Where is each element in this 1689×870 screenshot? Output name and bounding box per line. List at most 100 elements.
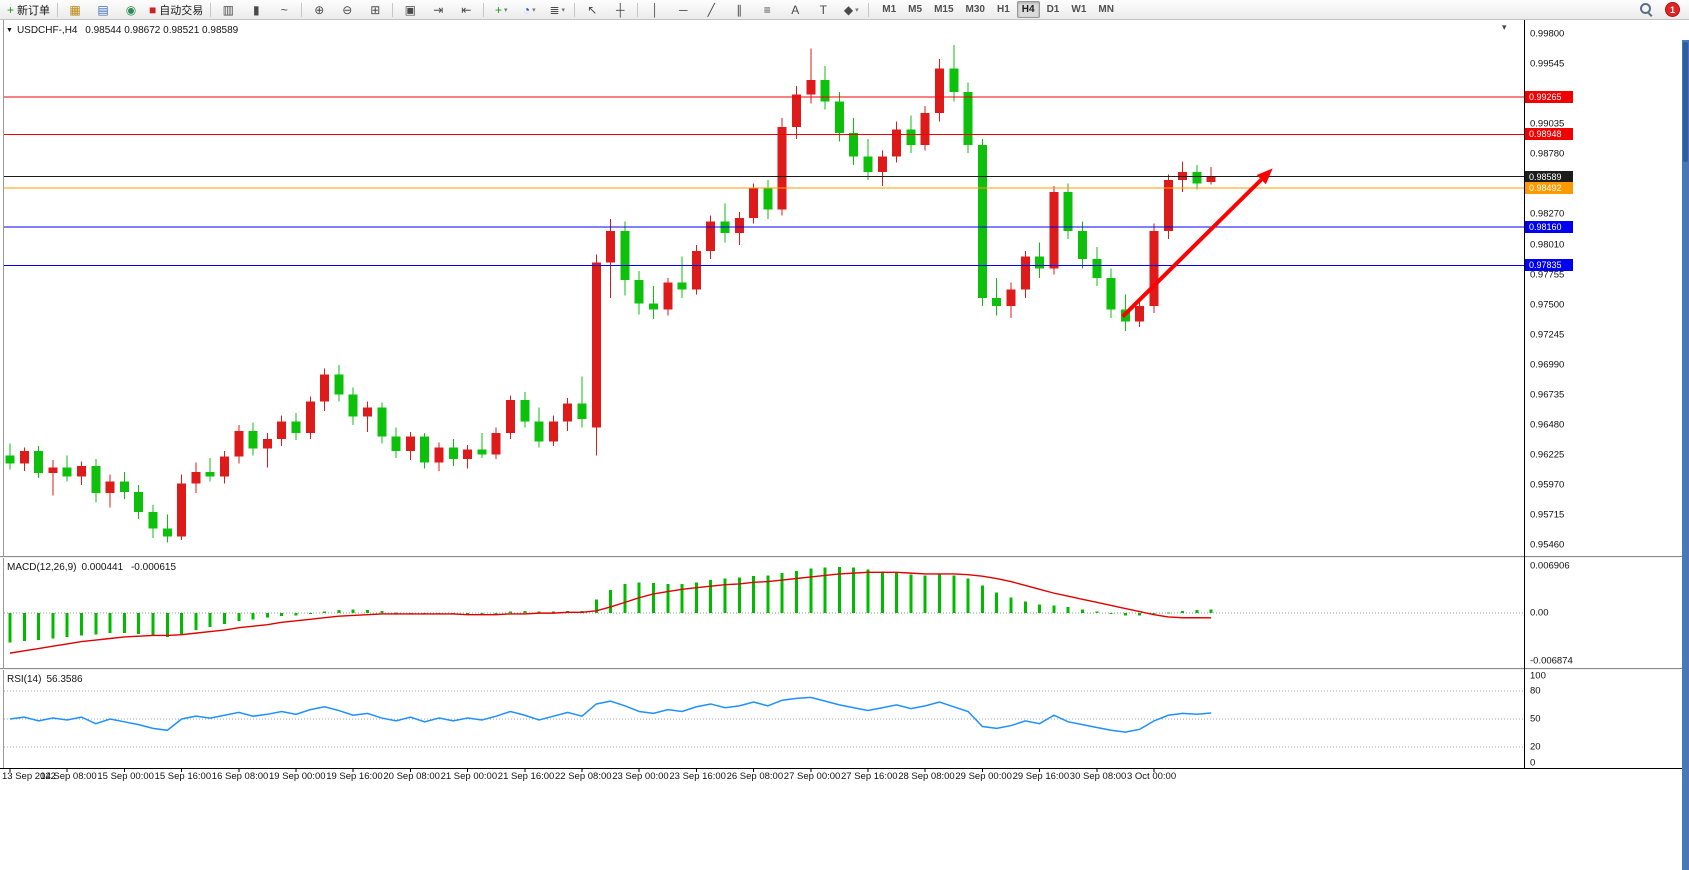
- timeframe-h4-button[interactable]: H4: [1016, 1, 1040, 18]
- trendline-button[interactable]: ╱: [698, 0, 724, 20]
- label-button[interactable]: T: [810, 0, 836, 20]
- toolbar-separator: [574, 2, 576, 17]
- candle: [863, 156, 873, 172]
- bar-chart-button[interactable]: ▥: [215, 0, 241, 20]
- chart-shift-button[interactable]: ⇤: [453, 0, 479, 20]
- arrange-windows-button[interactable]: ▣: [397, 0, 423, 20]
- candle: [291, 421, 301, 434]
- macd-histogram-bar: [22, 613, 26, 641]
- candle: [220, 456, 229, 477]
- notification-badge[interactable]: 1: [1665, 2, 1680, 17]
- macd-histogram-bar: [1081, 609, 1084, 614]
- macd-histogram-bar: [80, 613, 83, 636]
- timeframe-w1-button[interactable]: W1: [1071, 4, 1087, 15]
- indicators-button[interactable]: ≣ ▾: [544, 0, 570, 20]
- time-axis-label: 15 Sep 16:00: [154, 771, 212, 782]
- candlestick-chart-button[interactable]: ▮: [243, 0, 269, 20]
- timeframe-mn-button[interactable]: MN: [1098, 4, 1114, 15]
- toolbar-right: 1: [1639, 2, 1686, 17]
- crosshair-button[interactable]: ┼: [607, 0, 633, 20]
- tile-windows-button[interactable]: ⊞: [362, 0, 388, 20]
- candle: [1063, 191, 1073, 231]
- timeframe-d1-button[interactable]: D1: [1046, 4, 1060, 15]
- trend-arrow[interactable]: [1121, 178, 1263, 319]
- price-line-tag[interactable]: 0.98492: [1525, 182, 1573, 195]
- macd-histogram-bar: [1166, 612, 1170, 614]
- time-axis-label: 29 Sep 00:00: [955, 771, 1012, 782]
- candle: [491, 433, 501, 455]
- vertical-line-icon: │: [651, 2, 660, 17]
- cursor-button[interactable]: ↖: [579, 0, 605, 20]
- arrows-icon: ◆: [843, 2, 854, 17]
- timeframe-m30-button[interactable]: M30: [965, 4, 985, 15]
- rsi-axis-label: 100: [1530, 670, 1546, 682]
- price-line-tag[interactable]: 0.98160: [1525, 221, 1573, 234]
- macd-histogram-bar: [1195, 610, 1199, 614]
- macd-histogram-bar: [380, 610, 384, 614]
- timeframe-m5-button[interactable]: M5: [908, 4, 923, 15]
- candle: [77, 466, 86, 477]
- zoom-in-button[interactable]: ⊕: [306, 0, 332, 20]
- macd-histogram-bar: [909, 574, 913, 614]
- macd-histogram-bar: [65, 613, 69, 637]
- price-axis-label: 0.95970: [1530, 479, 1565, 491]
- macd-histogram-bar: [809, 568, 813, 614]
- candle: [949, 68, 959, 92]
- candle: [191, 471, 201, 484]
- toolbar: + 新订单 ▦ ▤ ◉ ■ 自动交易 ▥ ▮ ~ ⊕ ⊖ ⊞ ▣ ⇥ ⇤ + ▾ ◔ ▾ ≣ ▾ ↖ ┼ │ ─ ╱ ∥ ≡ A T ◆ ▾ M…: [0, 0, 1689, 20]
- toolbar-separator: [210, 2, 212, 17]
- toolbar-separator: [301, 2, 303, 17]
- one-click-trading-toggle-icon[interactable]: ▼: [6, 27, 13, 34]
- time-axis-label: 26 Sep 08:00: [726, 771, 784, 782]
- candle: [248, 430, 258, 449]
- candle: [849, 133, 859, 157]
- arrows-button[interactable]: ◆ ▾: [838, 0, 864, 20]
- navigator-button[interactable]: ◉: [118, 0, 144, 20]
- price-axis-label: 0.96735: [1530, 389, 1565, 401]
- timeframe-m1-button[interactable]: M1: [882, 4, 897, 15]
- rsi-pane-title: RSI(14) 56.3586: [7, 674, 88, 685]
- candle: [1192, 171, 1202, 184]
- price-line-tag[interactable]: 0.98948: [1525, 128, 1573, 141]
- horizontal-line-button[interactable]: ─: [670, 0, 696, 20]
- new-order-button[interactable]: + 新订单: [4, 0, 53, 20]
- vertical-line-button[interactable]: │: [642, 0, 668, 20]
- price-axis-label: 0.95460: [1530, 539, 1565, 551]
- line-chart-button[interactable]: ~: [271, 0, 297, 20]
- candle: [906, 129, 916, 145]
- symbol-period-label: USDCHF-,H4: [16, 25, 78, 36]
- auto-scroll-button[interactable]: ⇥: [425, 0, 451, 20]
- search-icon[interactable]: [1639, 2, 1654, 17]
- macd-pane-title: MACD(12,26,9) 0.000441 -0.000615: [7, 562, 181, 573]
- candle: [534, 421, 544, 442]
- time-axis-label: 20 Sep 08:00: [383, 771, 440, 782]
- toolbar-separator: [483, 2, 485, 17]
- vertical-scrollbar[interactable]: [1682, 40, 1689, 870]
- macd-histogram-bar: [723, 578, 727, 614]
- candle: [305, 401, 315, 434]
- autotrading-button[interactable]: ■ 自动交易: [146, 0, 206, 20]
- candle: [677, 282, 687, 290]
- quotes-button[interactable]: ▤: [90, 0, 116, 20]
- new-chart-button[interactable]: + ▾: [488, 0, 514, 20]
- price-line-tag[interactable]: 0.97835: [1525, 259, 1573, 272]
- chart-canvas[interactable]: [0, 20, 1689, 850]
- chart-window[interactable]: ▼ USDCHF-,H4 0.98544 0.98672 0.98521 0.98…: [0, 20, 1689, 870]
- charts-window-button[interactable]: ▦: [62, 0, 88, 20]
- price-axis-label: 0.95715: [1530, 509, 1565, 521]
- fibonacci-button[interactable]: ≡: [754, 0, 780, 20]
- time-axis-label: 27 Sep 00:00: [783, 771, 841, 782]
- chart-shift-marker-icon[interactable]: ▾: [1502, 22, 1507, 32]
- timeframe-h1-button[interactable]: H1: [996, 4, 1010, 15]
- zoom-out-button[interactable]: ⊖: [334, 0, 360, 20]
- macd-histogram-bar: [1152, 613, 1156, 615]
- periods-button[interactable]: ◔ ▾: [516, 0, 542, 20]
- macd-histogram-bar: [938, 574, 941, 614]
- price-line-tag[interactable]: 0.98589: [1525, 170, 1573, 183]
- scrollbar-thumb[interactable]: [1683, 42, 1688, 162]
- price-line-tag[interactable]: 0.99265: [1525, 91, 1573, 104]
- new-order-icon: +: [7, 2, 15, 17]
- timeframe-m15-button[interactable]: M15: [934, 4, 954, 15]
- text-button[interactable]: A: [782, 0, 808, 20]
- channel-button[interactable]: ∥: [726, 0, 752, 20]
